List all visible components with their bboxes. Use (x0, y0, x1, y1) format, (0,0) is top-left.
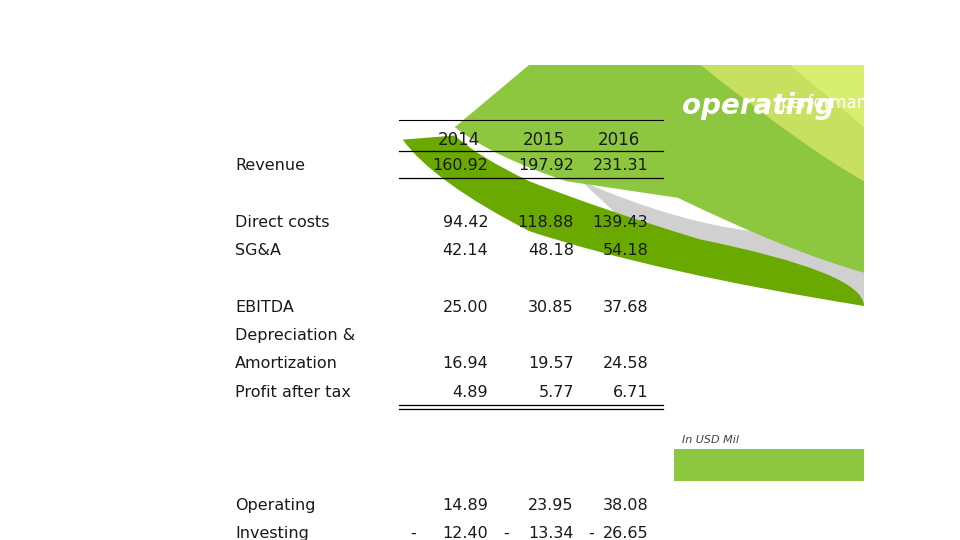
Text: performance: performance (780, 94, 887, 112)
Text: 42.14: 42.14 (443, 243, 489, 258)
Text: 23.95: 23.95 (528, 498, 574, 512)
Text: 26.65: 26.65 (603, 526, 648, 540)
Text: operating: operating (682, 92, 834, 120)
Text: 2016: 2016 (597, 131, 639, 150)
Text: EBITDA: EBITDA (235, 300, 294, 315)
Text: Profit after tax: Profit after tax (235, 384, 351, 400)
Text: 5.77: 5.77 (539, 384, 574, 400)
PathPatch shape (789, 65, 864, 127)
Text: 38.08: 38.08 (603, 498, 648, 512)
Text: 118.88: 118.88 (517, 215, 574, 230)
Text: 48.18: 48.18 (528, 243, 574, 258)
Text: Revenue: Revenue (235, 158, 305, 173)
Text: 12.40: 12.40 (443, 526, 489, 540)
Text: 139.43: 139.43 (592, 215, 648, 230)
Text: 25.00: 25.00 (443, 300, 489, 315)
Text: 37.68: 37.68 (603, 300, 648, 315)
Text: Investing: Investing (235, 526, 309, 540)
Text: Direct costs: Direct costs (235, 215, 330, 230)
Text: 13.34: 13.34 (528, 526, 574, 540)
Text: -: - (410, 526, 416, 540)
Text: 14.89: 14.89 (443, 498, 489, 512)
Text: 2014: 2014 (438, 131, 480, 150)
Text: Amortization: Amortization (235, 356, 338, 372)
Text: 19.57: 19.57 (528, 356, 574, 372)
Text: 6.71: 6.71 (612, 384, 648, 400)
Text: 160.92: 160.92 (432, 158, 489, 173)
Text: 4.89: 4.89 (453, 384, 489, 400)
Text: 197.92: 197.92 (518, 158, 574, 173)
Text: 16.94: 16.94 (443, 356, 489, 372)
Text: 94.42: 94.42 (443, 215, 489, 230)
Text: -: - (503, 526, 509, 540)
Text: 231.31: 231.31 (592, 158, 648, 173)
Bar (674, 449, 864, 481)
Text: 54.18: 54.18 (602, 243, 648, 258)
Text: In USD Mil: In USD Mil (682, 435, 739, 445)
Text: SG&A: SG&A (235, 243, 281, 258)
PathPatch shape (403, 136, 864, 306)
Text: 2015: 2015 (523, 131, 565, 150)
PathPatch shape (701, 65, 864, 181)
Text: 24.58: 24.58 (603, 356, 648, 372)
Text: 30.85: 30.85 (528, 300, 574, 315)
PathPatch shape (581, 181, 864, 306)
PathPatch shape (455, 65, 864, 273)
Text: -: - (588, 526, 594, 540)
Text: Depreciation &: Depreciation & (235, 328, 355, 343)
Text: Operating: Operating (235, 498, 316, 512)
